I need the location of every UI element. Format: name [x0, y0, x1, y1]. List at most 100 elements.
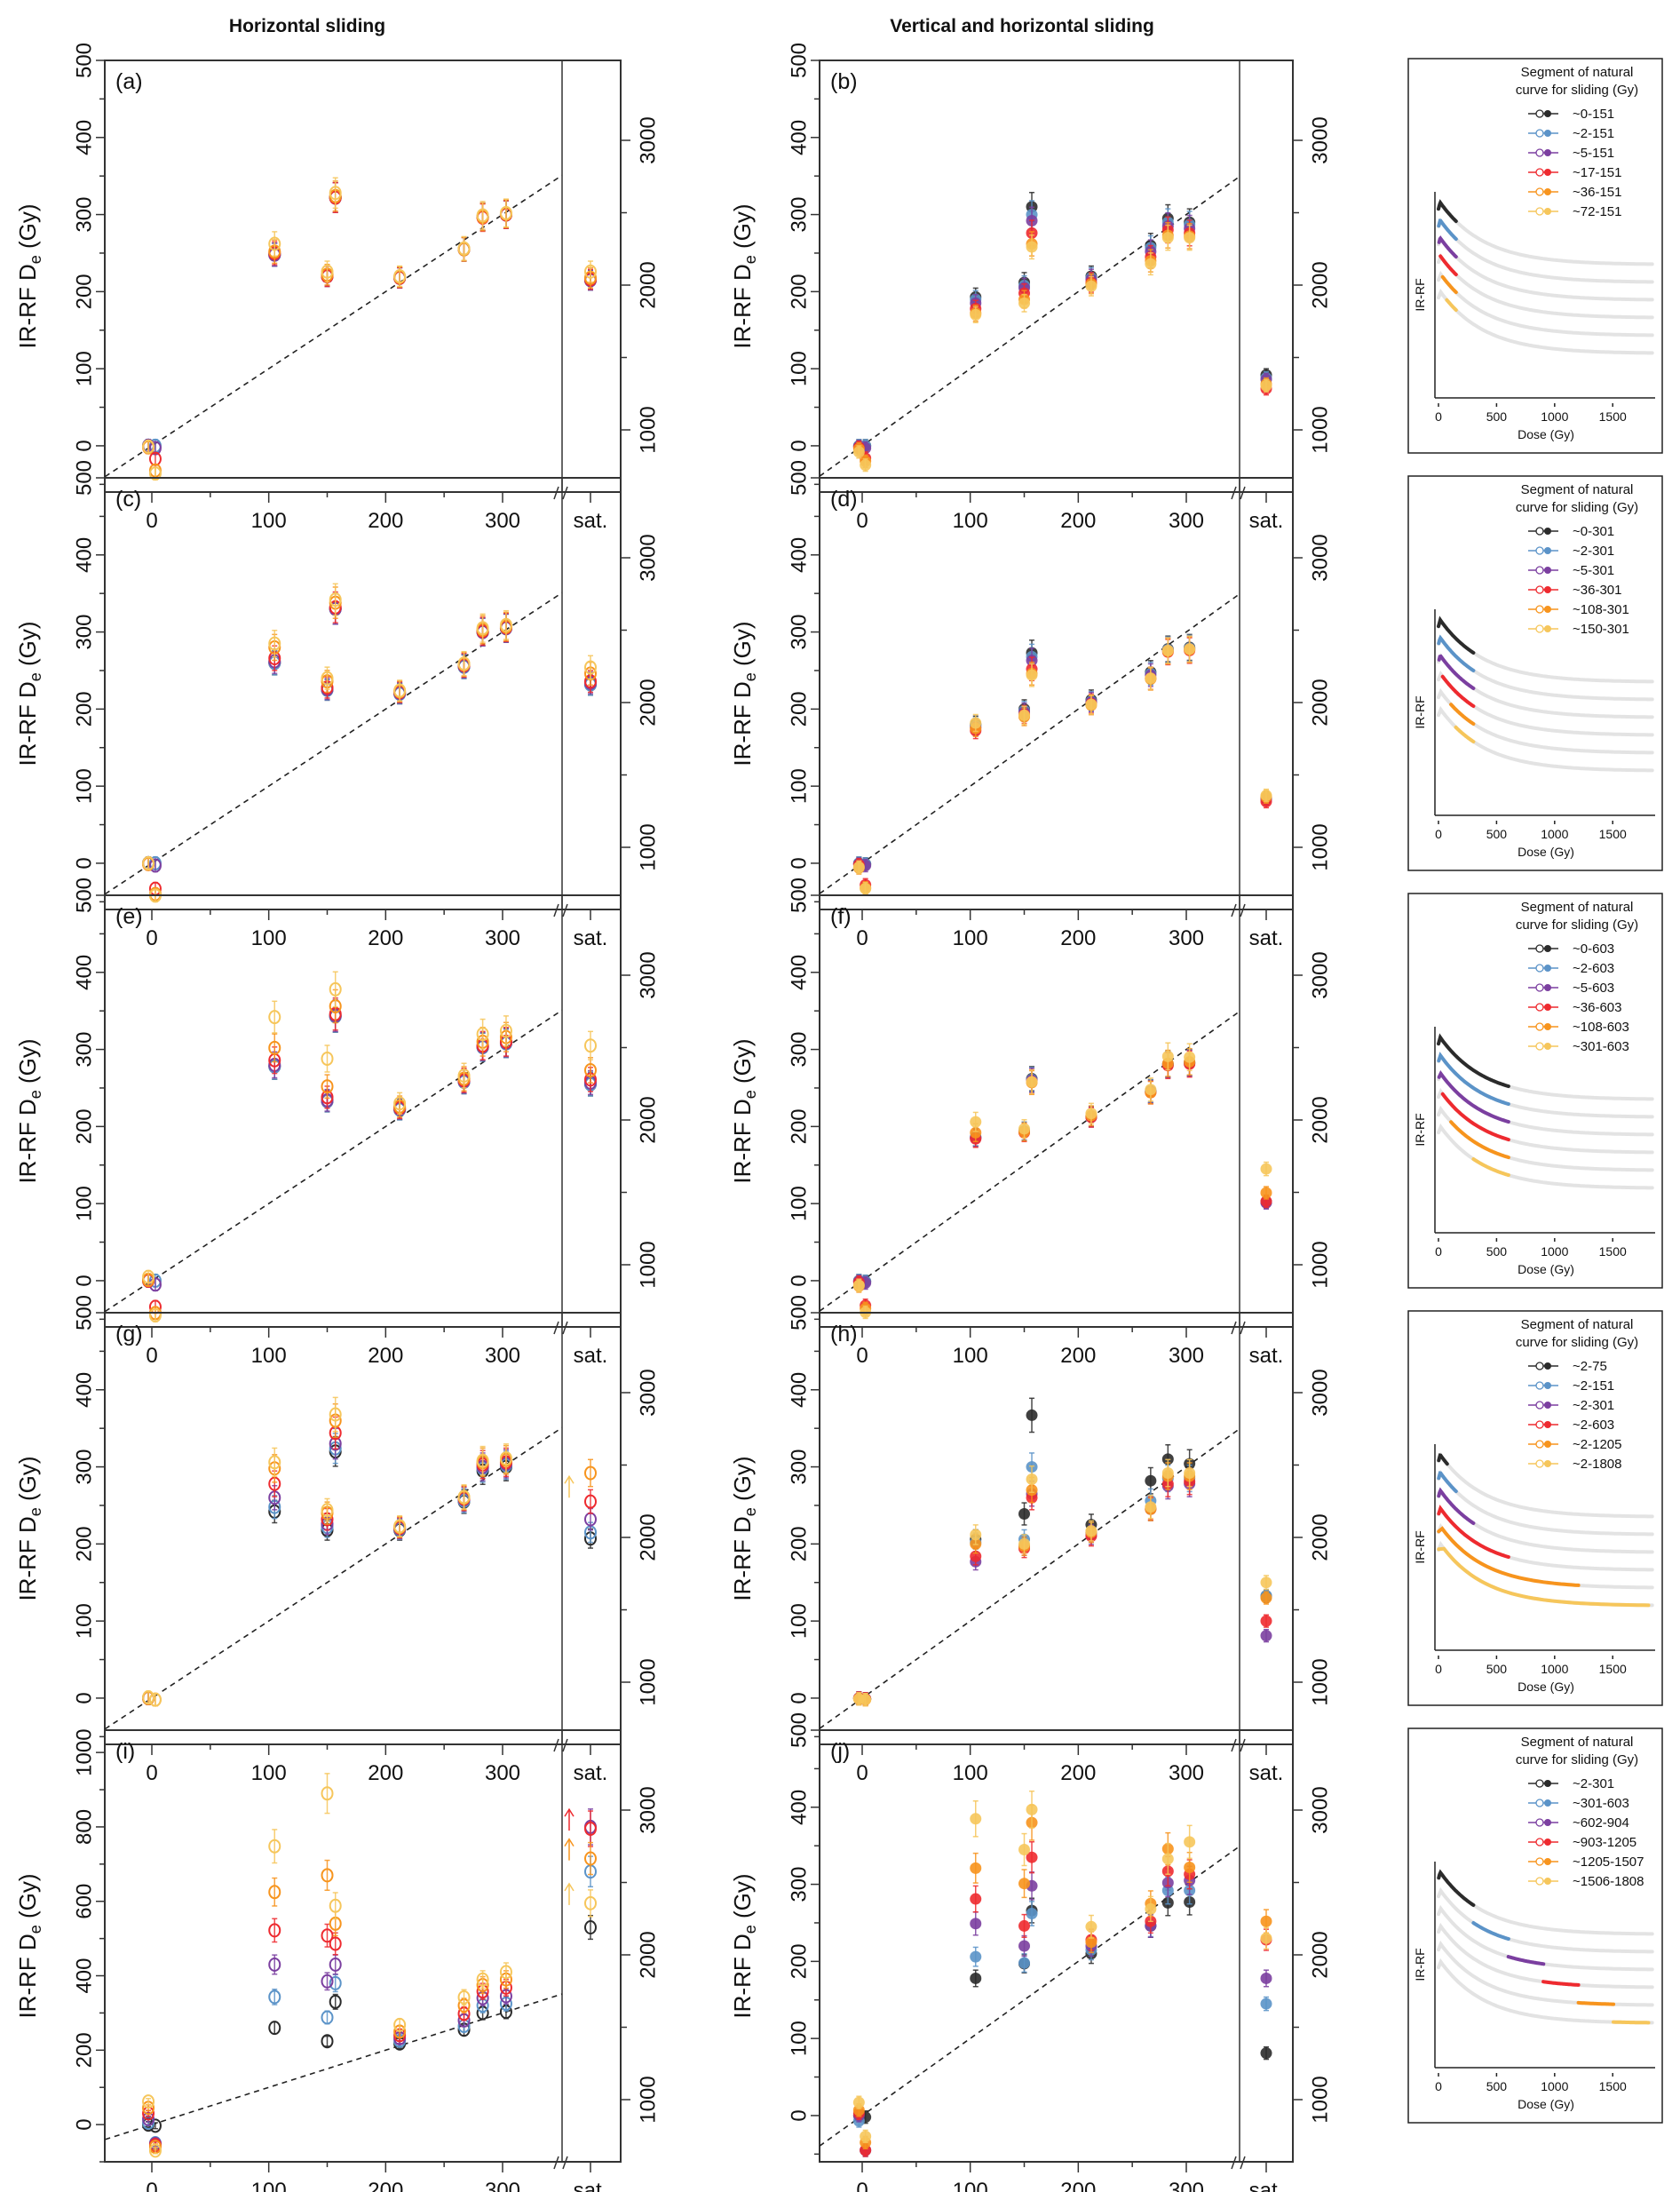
y-tick-label: 200 — [787, 1526, 811, 1561]
legend-label: ~301-603 — [1573, 1796, 1629, 1811]
y-tick-label: 0 — [72, 1692, 96, 1704]
legend-filled-marker — [1544, 1023, 1551, 1030]
data-point — [1260, 379, 1272, 392]
data-point — [499, 205, 512, 220]
data-point — [142, 439, 155, 454]
inset-natural-curve — [1437, 1451, 1654, 1519]
x-tick-label: sat. — [1249, 926, 1284, 950]
data-point — [1026, 1409, 1038, 1421]
x-tick-label: sat. — [1249, 2179, 1284, 2192]
x-tick-label: 0 — [146, 1761, 157, 1785]
legend-filled-marker — [1544, 188, 1551, 195]
inset-x-tick-label: 1500 — [1599, 1244, 1627, 1259]
legend-label: ~5-151 — [1573, 146, 1614, 161]
right-y-tick-label: 3000 — [636, 1786, 660, 1833]
legend-filled-marker — [1544, 169, 1551, 176]
legend-filled-marker — [1544, 1402, 1551, 1409]
legend-open-marker — [1535, 546, 1544, 555]
data-point — [584, 1063, 597, 1078]
data-point — [457, 241, 471, 256]
data-point — [1184, 232, 1196, 244]
data-point — [321, 2010, 334, 2025]
x-tick-label: 100 — [953, 926, 988, 950]
inset-2: Segment of natural curve for sliding (Gy)… — [1407, 893, 1663, 1289]
inset-sliding-segment — [1437, 1453, 1449, 1466]
data-point — [148, 2143, 162, 2158]
y-tick-label: 400 — [72, 120, 96, 155]
data-point — [329, 1407, 342, 1422]
legend-filled-marker — [1544, 1043, 1551, 1050]
legend-label: ~2-603 — [1573, 1418, 1614, 1433]
data-point — [584, 1920, 597, 1935]
legend-label: ~108-603 — [1573, 1020, 1629, 1035]
axis-break-mark — [562, 903, 568, 917]
data-point — [1260, 1592, 1272, 1604]
data-point — [970, 717, 982, 729]
x-tick-label: 300 — [1169, 1344, 1204, 1368]
legend-filled-marker — [1544, 1839, 1551, 1846]
legend-open-marker — [1535, 187, 1544, 196]
data-point — [1018, 1940, 1030, 1952]
right-y-tick-label: 3000 — [1308, 534, 1332, 581]
axis-break-mark — [1231, 1738, 1237, 1752]
right-y-tick-label: 1000 — [1308, 2076, 1332, 2123]
x-tick-label: 300 — [1169, 1761, 1204, 1785]
data-point — [1085, 1920, 1098, 1933]
x-tick-label: sat. — [1249, 509, 1284, 533]
axis-break-mark — [1231, 2156, 1237, 2170]
data-point — [584, 1038, 597, 1053]
x-tick-label: 200 — [368, 1761, 403, 1785]
x-tick-label: 100 — [251, 926, 287, 950]
data-point — [860, 2130, 872, 2142]
inset-4: Segment of natural curve for sliding (Gy)… — [1407, 1727, 1663, 2124]
data-point — [1184, 1836, 1196, 1848]
x-tick-label: 300 — [1169, 2179, 1204, 2192]
y-tick-label: 400 — [787, 120, 811, 155]
inset-y-label: IR-RF — [1413, 1113, 1427, 1146]
data-point — [268, 1885, 281, 1900]
legend-open-marker — [1535, 1838, 1544, 1847]
data-point — [321, 1786, 334, 1801]
inset-x-tick-label: 1000 — [1541, 2079, 1568, 2093]
x-tick-label: 200 — [368, 1344, 403, 1368]
data-point — [268, 1957, 281, 1972]
inset-x-tick-label: 500 — [1486, 2079, 1508, 2093]
data-point — [321, 2034, 334, 2049]
right-y-tick-label: 1000 — [1308, 406, 1332, 453]
panel-label: (d) — [830, 487, 858, 512]
axis-break-mark — [1240, 2156, 1246, 2170]
inset-x-label: Dose (Gy) — [1518, 2097, 1574, 2111]
inset-x-tick-label: 1500 — [1599, 409, 1627, 424]
inset-x-tick-label: 0 — [1435, 827, 1442, 841]
data-point — [329, 592, 342, 608]
inset-x-tick-label: 1500 — [1599, 827, 1627, 841]
right-y-tick-label: 2000 — [636, 261, 660, 308]
y-tick-label: 200 — [787, 691, 811, 727]
right-y-tick-label: 3000 — [636, 534, 660, 581]
data-point — [1085, 280, 1098, 292]
data-point — [321, 1974, 334, 1989]
data-point — [1026, 1851, 1038, 1863]
y-axis-label: IR-RF De (Gy) — [14, 1456, 44, 1600]
inset-sliding-segment — [1437, 218, 1458, 242]
y-tick-label: 500 — [787, 878, 811, 913]
y-tick-label: 200 — [72, 691, 96, 727]
legend-open-marker — [1535, 1857, 1544, 1866]
x-tick-label: 300 — [485, 509, 520, 533]
data-point — [852, 861, 865, 873]
inset-natural-curve — [1437, 288, 1654, 355]
one-to-one-line — [819, 1428, 1240, 1729]
data-point — [499, 1965, 512, 1980]
inset-x-tick-label: 0 — [1435, 1662, 1442, 1676]
x-tick-label: 300 — [1169, 509, 1204, 533]
data-point — [584, 1822, 597, 1837]
y-axis-label: IR-RF De (Gy) — [729, 1873, 759, 2018]
legend-open-marker — [1535, 1799, 1544, 1807]
y-tick-label: 400 — [72, 955, 96, 990]
one-to-one-line — [819, 593, 1240, 894]
y-tick-label: 500 — [787, 460, 811, 496]
